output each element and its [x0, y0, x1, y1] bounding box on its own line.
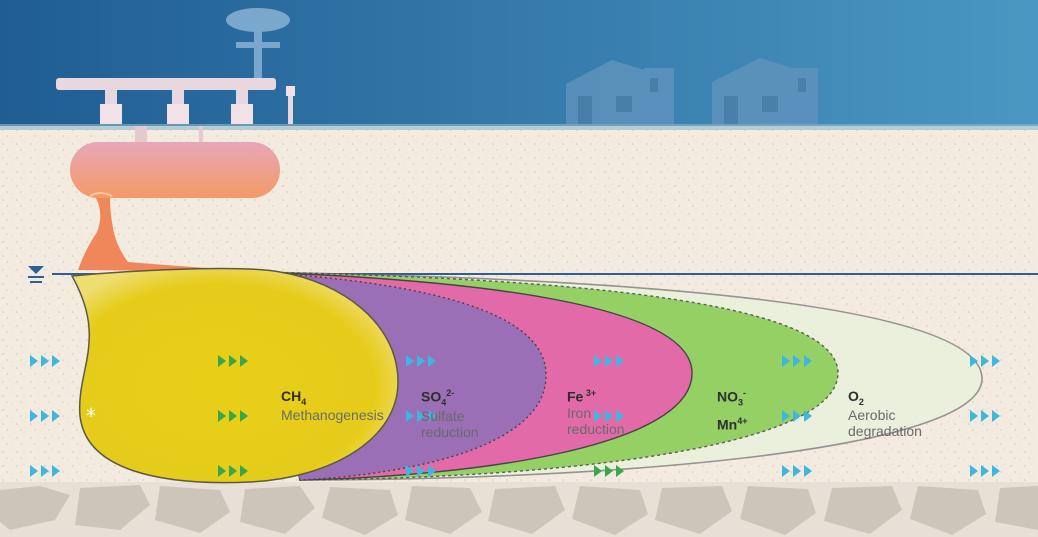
flow-arrow-chevron — [41, 355, 49, 367]
source-marker: * — [86, 404, 96, 428]
desc-methanogenesis: Methanogenesis — [281, 407, 384, 424]
flow-arrow-chevron — [417, 410, 425, 422]
flow-arrow-chevron — [229, 465, 237, 477]
flow-arrow-chevron — [240, 410, 248, 422]
flow-arrow-chevron — [52, 410, 60, 422]
flow-arrow-chevron — [605, 465, 613, 477]
flow-arrow-chevron — [30, 410, 38, 422]
water-table-icon — [28, 266, 1038, 283]
desc-iron-1: Iron — [567, 404, 592, 421]
flow-arrow-chevron — [981, 465, 989, 477]
flow-arrow-icon — [30, 355, 1000, 477]
flow-arrow-chevron — [417, 465, 425, 477]
flow-arrow-chevron — [52, 355, 60, 367]
flow-arrow-chevron — [428, 410, 436, 422]
desc-aerobic-1: Aerobic — [848, 407, 896, 424]
label-sulfate: SO42- Sulfate reduction — [421, 388, 479, 440]
flow-arrow-chevron — [428, 355, 436, 367]
flow-arrow-chevron — [970, 465, 978, 477]
label-methanogenesis: CH4 Methanogenesis — [281, 388, 384, 423]
flow-arrow-chevron — [981, 355, 989, 367]
house-icon — [566, 58, 818, 124]
gas-station-icon — [56, 8, 295, 124]
flow-arrow-chevron — [41, 410, 49, 422]
flow-arrow-chevron — [793, 355, 801, 367]
flow-arrow-chevron — [428, 465, 436, 477]
desc-iron-2: reduction — [567, 420, 625, 437]
flow-arrow-chevron — [41, 465, 49, 477]
flow-arrow-chevron — [218, 410, 226, 422]
formula-oxygen: O2 — [848, 388, 864, 407]
flow-arrow-chevron — [782, 410, 790, 422]
flow-arrow-chevron — [804, 355, 812, 367]
flow-arrow-chevron — [406, 465, 414, 477]
flow-arrow-chevron — [240, 465, 248, 477]
flow-arrow-chevron — [992, 410, 1000, 422]
desc-sulfate-1: Sulfate — [421, 407, 465, 424]
ground-surface-line — [0, 124, 1038, 130]
flow-arrow-chevron — [218, 355, 226, 367]
formula-iron: Fe 3+ — [567, 388, 597, 405]
flow-arrow-chevron — [782, 465, 790, 477]
flow-arrow-chevron — [616, 410, 624, 422]
flow-arrow-chevron — [992, 355, 1000, 367]
desc-sulfate-2: reduction — [421, 423, 479, 440]
flow-arrow-chevron — [406, 355, 414, 367]
desc-aerobic-2: degradation — [848, 423, 922, 440]
label-iron: Fe 3+ Iron reduction — [567, 388, 625, 437]
flow-arrow-chevron — [793, 465, 801, 477]
label-nitrate: NO3- Mn4+ — [717, 388, 747, 433]
flow-arrow-chevron — [594, 410, 602, 422]
flow-arrow-chevron — [406, 410, 414, 422]
flow-arrow-chevron — [793, 410, 801, 422]
flow-arrow-chevron — [605, 410, 613, 422]
flow-arrow-chevron — [616, 465, 624, 477]
flow-arrow-chevron — [240, 355, 248, 367]
leak-source — [78, 192, 270, 272]
bedrock-layer — [0, 482, 1038, 537]
flow-arrow-chevron — [970, 355, 978, 367]
label-aerobic: O2 Aerobic degradation — [848, 388, 922, 439]
formula-sulfate: SO42- — [421, 388, 455, 408]
plume-zones — [70, 267, 983, 484]
flow-arrow-chevron — [417, 355, 425, 367]
flow-arrow-chevron — [30, 355, 38, 367]
flow-arrow-chevron — [229, 410, 237, 422]
flow-arrow-chevron — [992, 465, 1000, 477]
storage-tank-icon — [70, 126, 280, 198]
flow-arrow-chevron — [594, 355, 602, 367]
flow-arrow-chevron — [605, 355, 613, 367]
zone-methanogenesis-shape — [70, 267, 399, 484]
flow-arrow-chevron — [804, 410, 812, 422]
flow-arrow-chevron — [804, 465, 812, 477]
formula-methanogenesis: CH4 — [281, 388, 307, 407]
flow-arrow-chevron — [218, 465, 226, 477]
flow-arrow-chevron — [970, 410, 978, 422]
flow-arrow-chevron — [981, 410, 989, 422]
flow-arrow-chevron — [616, 355, 624, 367]
formula-manganese: Mn4+ — [717, 415, 748, 433]
sky — [0, 0, 1038, 128]
flow-arrow-chevron — [52, 465, 60, 477]
flow-arrow-chevron — [782, 355, 790, 367]
formula-nitrate: NO3- — [717, 388, 747, 408]
flow-arrow-chevron — [30, 465, 38, 477]
flow-arrow-chevron — [229, 355, 237, 367]
flow-arrow-chevron — [594, 465, 602, 477]
